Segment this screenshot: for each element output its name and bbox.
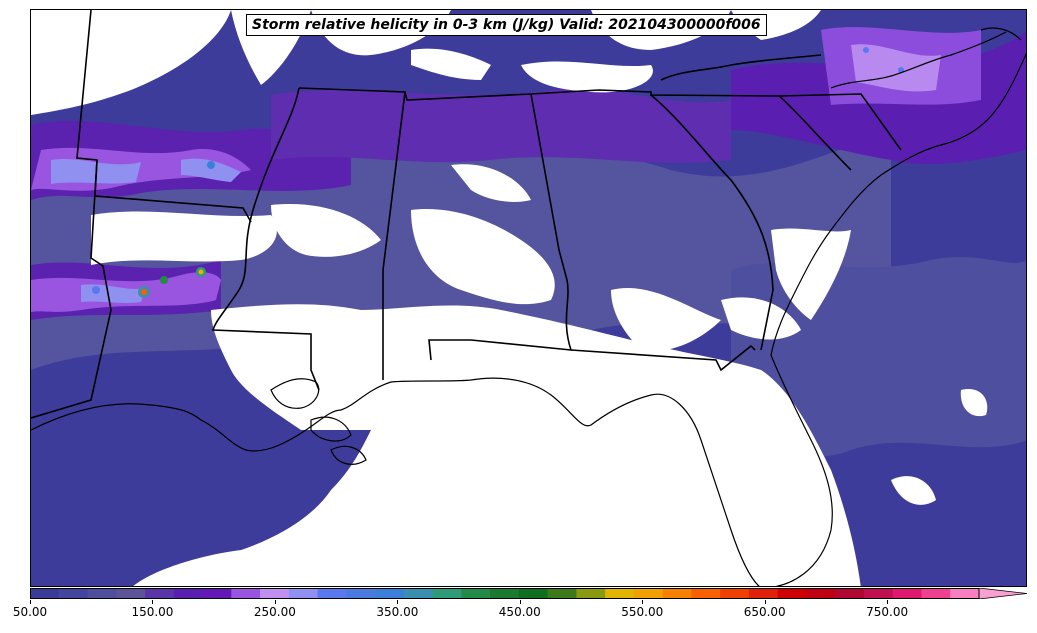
- colorbar-tick-label: 250.00: [253, 605, 296, 619]
- colorbar-segment: [116, 588, 146, 599]
- state-boundaries: [31, 10, 902, 419]
- colorbar-segment: [547, 588, 577, 599]
- colorbar-segment: [518, 588, 549, 599]
- colorbar-tick-label: 350.00: [376, 605, 419, 619]
- colorbar-segment: [605, 588, 635, 599]
- colorbar-tick: [887, 600, 889, 604]
- colorbar-segment: [892, 588, 922, 599]
- helicity-shading: [31, 10, 1026, 586]
- colorbar-segment: [87, 588, 117, 599]
- colorbar-segment: [202, 588, 232, 599]
- colorbar-border: [30, 588, 980, 599]
- colorbar-segment: [30, 588, 60, 599]
- colorbar-segment: [748, 588, 779, 599]
- colorbar-tick-label: 650.00: [743, 605, 786, 619]
- colorbar-segment: [921, 588, 951, 599]
- colorbar-segment: [662, 588, 692, 599]
- colorbar-segment: [777, 588, 807, 599]
- colorbar-tick: [30, 600, 31, 604]
- colorbar-segment: [288, 588, 319, 599]
- colorbar-segment: [720, 588, 750, 599]
- colorbar-segment: [490, 588, 520, 599]
- colorbar-segment: [173, 588, 204, 599]
- colorbar-tick-label: 750.00: [866, 605, 909, 619]
- colorbar-tick-label: 150.00: [131, 605, 174, 619]
- colorbar-tick: [642, 600, 644, 604]
- colorbar-segment: [346, 588, 376, 599]
- colorbar-segment: [403, 588, 434, 599]
- colorbar-tick: [152, 600, 154, 604]
- colorbar-tick: [397, 600, 399, 604]
- coastlines: [31, 27, 1026, 586]
- colorbar-segment: [576, 588, 606, 599]
- colorbar-segment: [145, 588, 175, 599]
- map-title: Storm relative helicity in 0-3 km (J/kg)…: [246, 14, 767, 36]
- colorbar-segment: [317, 588, 347, 599]
- colorbar-segment: [863, 588, 894, 599]
- colorbar-segment: [691, 588, 721, 599]
- colorbar-segment: [231, 588, 261, 599]
- colorbar-tick: [519, 600, 521, 604]
- map-panel: [30, 9, 1027, 587]
- colorbar-tick: [764, 600, 766, 604]
- colorbar-segment: [375, 588, 405, 599]
- colorbar-segment: [461, 588, 491, 599]
- colorbar-tick-label: 50.00: [12, 605, 48, 619]
- colorbar-tick: [274, 600, 276, 604]
- helicity-map: [31, 10, 1026, 586]
- colorbar-segment: [58, 588, 89, 599]
- colorbar-tick-label: 550.00: [621, 605, 664, 619]
- colorbar-segment: [432, 588, 462, 599]
- colorbar-segment: [260, 588, 290, 599]
- colorbar-segment: [633, 588, 664, 599]
- colorbar-segment: [950, 588, 980, 599]
- colorbar-extension: [978, 588, 1027, 599]
- colorbar-segment: [806, 588, 836, 599]
- colorbar: [30, 588, 1027, 599]
- colorbar-tick-label: 450.00: [498, 605, 541, 619]
- colorbar-segment: [835, 588, 865, 599]
